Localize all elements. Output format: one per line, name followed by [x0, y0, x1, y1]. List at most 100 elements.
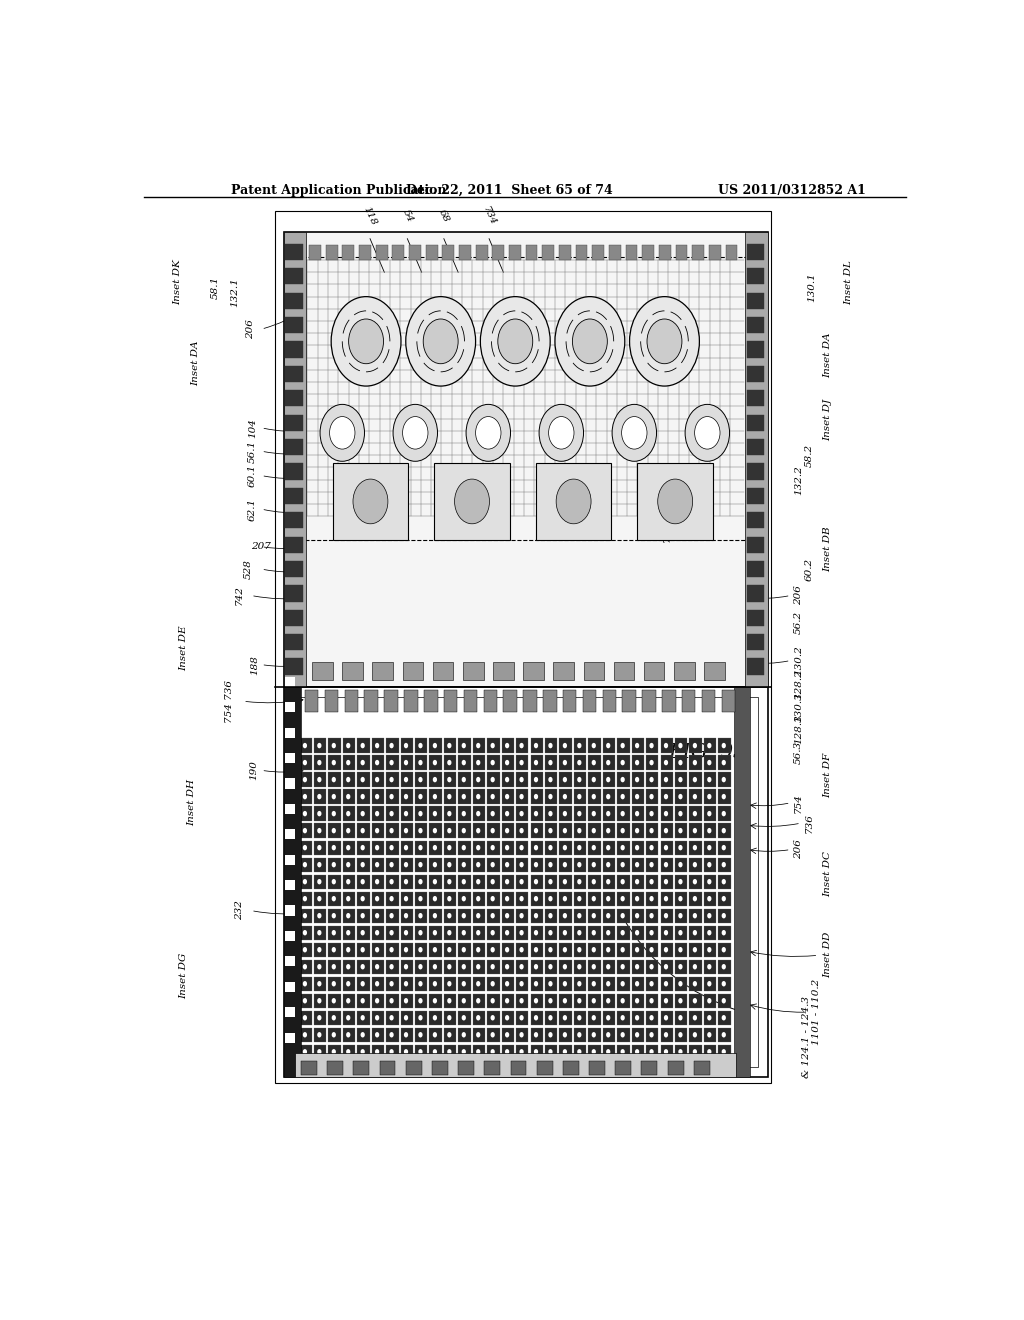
Circle shape: [678, 743, 683, 748]
Bar: [285, 752, 295, 763]
Bar: [484, 1061, 500, 1076]
Bar: [473, 875, 485, 888]
Bar: [386, 858, 398, 871]
Circle shape: [678, 1032, 683, 1038]
Text: 104: 104: [248, 418, 257, 438]
Bar: [343, 875, 355, 888]
Circle shape: [678, 879, 683, 884]
Circle shape: [664, 810, 668, 816]
Bar: [573, 789, 587, 804]
Circle shape: [519, 845, 523, 850]
Circle shape: [649, 946, 653, 953]
Bar: [718, 824, 731, 838]
Bar: [314, 891, 327, 906]
Circle shape: [519, 793, 523, 800]
Bar: [429, 807, 441, 821]
Bar: [329, 738, 341, 752]
Circle shape: [649, 810, 653, 816]
Bar: [443, 807, 457, 821]
Circle shape: [519, 913, 523, 919]
Circle shape: [548, 810, 553, 816]
Circle shape: [375, 777, 379, 783]
Bar: [603, 960, 615, 974]
Bar: [703, 1028, 716, 1041]
Circle shape: [722, 946, 726, 953]
Bar: [442, 244, 455, 260]
Bar: [357, 875, 370, 888]
Circle shape: [534, 760, 539, 766]
Bar: [400, 994, 413, 1008]
Bar: [675, 1044, 687, 1059]
Circle shape: [678, 793, 683, 800]
Bar: [588, 875, 601, 888]
Circle shape: [490, 845, 495, 850]
Bar: [386, 908, 398, 923]
Bar: [372, 891, 384, 906]
Circle shape: [317, 964, 322, 969]
Bar: [493, 244, 504, 260]
Bar: [545, 841, 557, 855]
Circle shape: [447, 845, 452, 850]
Circle shape: [389, 1049, 393, 1055]
Circle shape: [360, 981, 365, 986]
Text: Inset DH: Inset DH: [187, 779, 196, 826]
Circle shape: [664, 931, 668, 936]
Circle shape: [519, 879, 523, 884]
Bar: [343, 755, 355, 770]
Bar: [748, 536, 765, 553]
Bar: [415, 891, 427, 906]
Circle shape: [332, 1015, 336, 1020]
Bar: [473, 858, 485, 871]
Circle shape: [578, 879, 582, 884]
Bar: [718, 807, 731, 821]
Circle shape: [649, 1032, 653, 1038]
Circle shape: [635, 946, 639, 953]
Circle shape: [389, 879, 393, 884]
Circle shape: [375, 981, 379, 986]
Bar: [603, 858, 615, 871]
Text: 232: 232: [234, 900, 244, 920]
Circle shape: [534, 896, 539, 902]
Bar: [530, 875, 543, 888]
Bar: [285, 854, 295, 865]
Bar: [357, 1028, 370, 1041]
Bar: [502, 1028, 514, 1041]
Bar: [660, 841, 673, 855]
Bar: [343, 772, 355, 787]
Circle shape: [563, 862, 567, 867]
Bar: [689, 1028, 701, 1041]
Bar: [632, 994, 644, 1008]
Circle shape: [693, 998, 697, 1003]
Circle shape: [462, 862, 466, 867]
Bar: [314, 960, 327, 974]
Bar: [536, 463, 611, 540]
Bar: [559, 772, 571, 787]
Bar: [285, 585, 303, 602]
Bar: [343, 925, 355, 940]
Bar: [658, 244, 671, 260]
Bar: [285, 906, 295, 916]
Circle shape: [419, 981, 423, 986]
Bar: [473, 755, 485, 770]
Circle shape: [303, 793, 307, 800]
Bar: [415, 960, 427, 974]
Circle shape: [403, 810, 409, 816]
Circle shape: [635, 760, 639, 766]
Bar: [285, 634, 303, 651]
Circle shape: [649, 1049, 653, 1055]
Circle shape: [664, 981, 668, 986]
Circle shape: [722, 931, 726, 936]
Bar: [459, 1028, 471, 1041]
Bar: [632, 807, 644, 821]
Bar: [545, 772, 557, 787]
Circle shape: [693, 862, 697, 867]
Bar: [295, 1053, 736, 1077]
Circle shape: [403, 896, 409, 902]
Bar: [473, 824, 485, 838]
Bar: [588, 789, 601, 804]
Text: 190: 190: [249, 760, 258, 780]
Circle shape: [635, 793, 639, 800]
Circle shape: [375, 743, 379, 748]
Text: Inset DF: Inset DF: [823, 752, 833, 799]
Bar: [299, 960, 312, 974]
